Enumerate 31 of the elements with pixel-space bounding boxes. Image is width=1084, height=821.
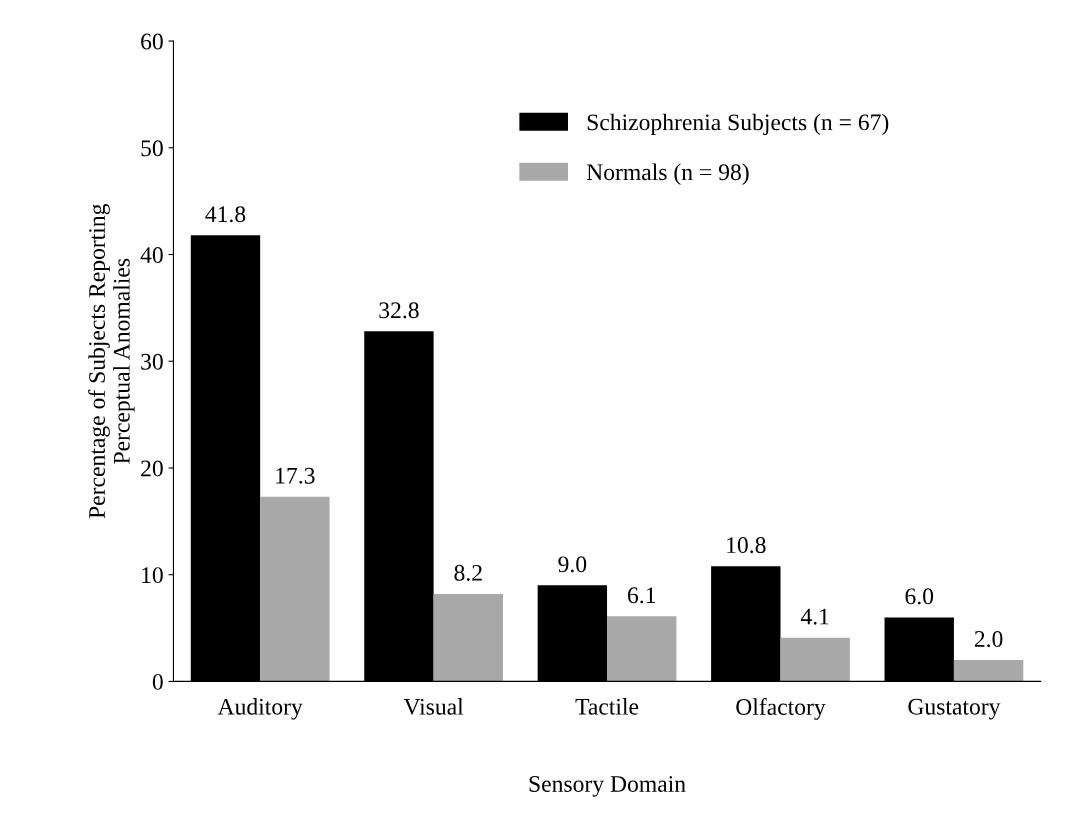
data-label: 2.0 [974,631,1003,648]
x-tick-label: Olfactory [736,698,826,720]
data-label: 8.2 [454,564,482,581]
data-label: 41.8 [205,206,246,223]
data-label: 32.8 [379,302,419,319]
data-label: 10.8 [727,537,766,554]
legend-label: Normals (n = 98) [586,163,749,185]
x-tick-label: Visual [403,698,464,715]
legend-label: Schizophrenia Subjects (n = 67) [587,113,889,136]
x-tick-label: Tactile [575,698,639,715]
data-label: 9.0 [558,556,587,573]
x-axis-title: Sensory Domain [529,776,686,797]
data-label: 4.1 [800,608,829,625]
y-tick-label: 40 [140,247,163,263]
y-tick-label: 10 [142,567,163,584]
y-tick-label: 60 [141,33,163,50]
data-label: 6.0 [905,588,934,605]
data-label: 6.1 [627,587,656,604]
y-tick-label: 0 [152,673,163,690]
data-label: 17.3 [276,467,315,484]
bar [780,637,850,682]
y-tick-label: 50 [141,140,163,157]
bar [433,593,503,682]
bar [607,616,677,682]
y-tick-label: 30 [141,353,163,370]
x-tick-label: Gustatory [908,698,1001,720]
bar [260,496,330,682]
bar [953,660,1024,682]
y-axis-title: Percentage of Subjects Reporting Perceptual Anomalies [88,204,135,519]
x-tick-label: Auditory [217,698,303,720]
y-tick-label: 20 [141,460,163,477]
